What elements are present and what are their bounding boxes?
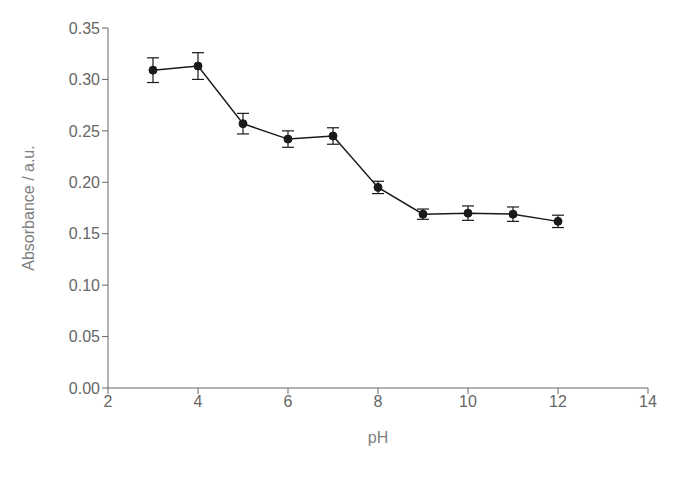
svg-text:0.30: 0.30 xyxy=(69,71,100,88)
svg-text:pH: pH xyxy=(368,429,388,446)
svg-text:0.35: 0.35 xyxy=(69,20,100,37)
svg-text:2: 2 xyxy=(104,393,113,410)
svg-text:0.05: 0.05 xyxy=(69,328,100,345)
svg-text:14: 14 xyxy=(639,393,657,410)
svg-text:0.15: 0.15 xyxy=(69,225,100,242)
svg-text:Absorbance / a.u.: Absorbance / a.u. xyxy=(20,145,37,270)
svg-text:10: 10 xyxy=(459,393,477,410)
svg-text:0.20: 0.20 xyxy=(69,174,100,191)
svg-text:12: 12 xyxy=(549,393,567,410)
svg-text:0.10: 0.10 xyxy=(69,277,100,294)
svg-text:0.00: 0.00 xyxy=(69,380,100,397)
svg-text:0.25: 0.25 xyxy=(69,123,100,140)
svg-text:8: 8 xyxy=(374,393,383,410)
svg-text:4: 4 xyxy=(194,393,203,410)
svg-text:6: 6 xyxy=(284,393,293,410)
